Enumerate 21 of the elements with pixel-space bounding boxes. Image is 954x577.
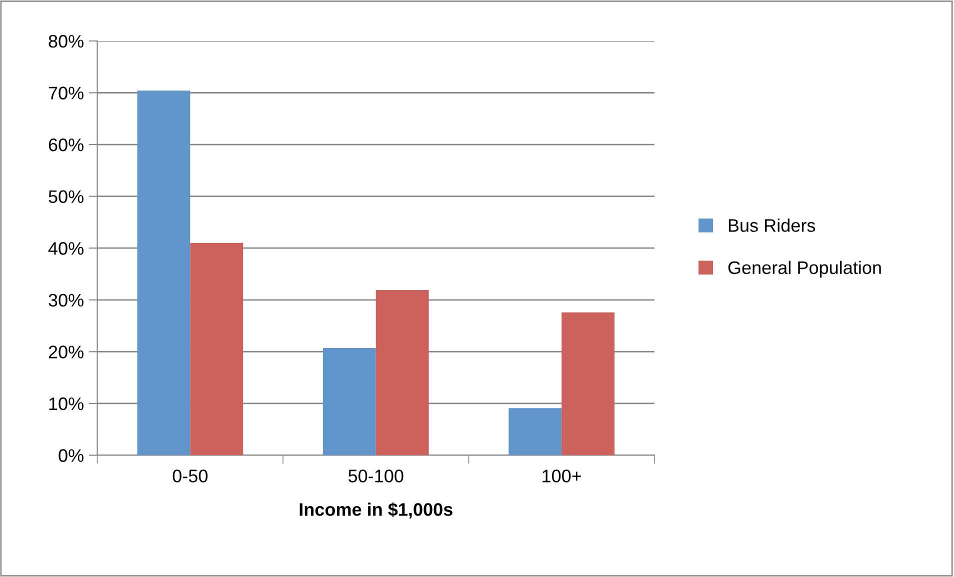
y-tick-label: 10% (49, 397, 84, 410)
y-tick-label: 70% (48, 86, 84, 100)
y-tick-label: 60% (48, 138, 84, 152)
legend-label: Bus Riders (728, 218, 816, 232)
bar (190, 242, 244, 456)
bar (322, 348, 376, 456)
bar (376, 290, 429, 456)
y-tick-label: 30% (48, 294, 84, 307)
bar (508, 408, 562, 456)
bar (562, 312, 615, 456)
y-tick-label: 20% (48, 346, 84, 358)
x-axis-title: Income in $1,000s (300, 502, 452, 519)
y-tick-label: 0% (58, 449, 84, 462)
y-tick-label: 40% (48, 242, 84, 255)
x-tick-label: 0-50 (172, 470, 208, 482)
x-tick-label: 50-100 (348, 470, 404, 482)
y-tick-label: 80% (48, 34, 84, 48)
x-tick-label: 100+ (542, 470, 582, 482)
legend-label: General Population (728, 260, 881, 278)
y-tick-label: 50% (48, 190, 84, 204)
bar (137, 90, 190, 456)
